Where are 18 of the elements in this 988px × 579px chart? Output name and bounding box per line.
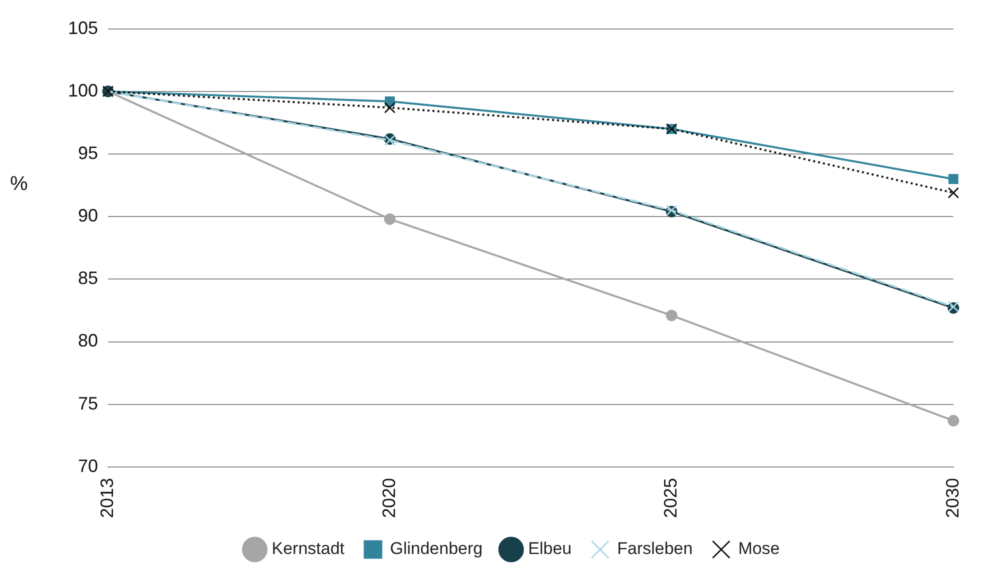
legend-label: Glindenberg — [390, 539, 483, 558]
legend-label: Elbeu — [528, 539, 572, 558]
legend-label: Farsleben — [617, 539, 693, 558]
legend-label: Kernstadt — [272, 539, 345, 558]
y-tick-label: 100 — [68, 80, 98, 100]
y-tick-label: 80 — [78, 330, 98, 351]
x-tick-label: 2013 — [97, 478, 117, 518]
y-tick-label: 75 — [78, 393, 98, 414]
x-tick-label: 2030 — [942, 478, 962, 518]
legend-label: Mose — [738, 539, 780, 558]
y-tick-label: 85 — [78, 268, 98, 288]
y-tick-label: 95 — [78, 142, 98, 163]
x-tick-label: 2020 — [378, 478, 399, 518]
y-axis-title: % — [10, 173, 28, 196]
y-tick-label: 90 — [78, 206, 98, 226]
y-tick-label: 105 — [68, 18, 98, 38]
y-tick-label: 70 — [78, 456, 98, 476]
x-tick-label: 2025 — [660, 478, 681, 518]
